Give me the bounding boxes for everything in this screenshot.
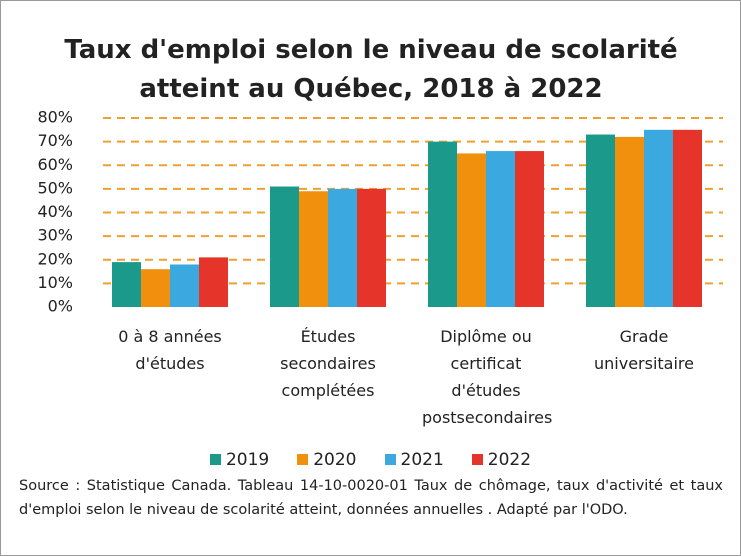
bar [328,188,357,307]
bar [457,153,486,307]
y-tick-label: 70% [37,131,73,150]
legend-label: 2019 [225,450,270,470]
source-note: Source : Statistique Canada. Tableau 14-… [19,478,723,518]
y-tick-label: 80% [37,108,73,127]
y-tick-label: 0% [48,297,73,316]
bar [199,257,228,307]
bar [515,151,544,307]
legend-label: 2021 [400,450,444,470]
bar [299,191,328,307]
bar [270,186,299,307]
legend-label: 2020 [313,450,357,470]
x-tick-label: Études secondaires complétées [280,327,376,400]
bar [170,264,199,307]
bar [615,136,644,307]
y-tick-label: 10% [37,273,73,292]
y-tick-label: 60% [37,155,73,174]
bar [357,188,386,307]
bar [586,134,615,307]
x-tick-label: 0 à 8 années d'études [118,327,222,373]
legend-swatch [209,454,221,465]
x-tick-label: Grade universitaire [594,327,694,373]
legend: 2019 2020 2021 2022 [1,450,740,470]
bar [673,129,702,307]
bar [112,262,141,307]
bar [141,269,170,307]
legend-label: 2022 [487,450,532,470]
y-tick-label: 50% [37,178,73,197]
x-tick-label: Diplôme ou certificat d'études postsecon… [422,327,553,427]
legend-swatch [471,454,483,465]
legend-item: 2019 [209,450,270,470]
bar [644,129,673,307]
chart-title: Taux d'emploi selon le niveau de scolari… [64,35,678,104]
bar [428,141,457,307]
y-tick-label: 40% [37,202,73,221]
legend-item: 2022 [471,450,532,470]
legend-swatch [384,454,396,465]
legend-swatch [297,454,309,465]
y-tick-label: 30% [37,226,73,245]
bar [486,151,515,307]
legend-item: 2020 [297,450,357,470]
legend-item: 2021 [384,450,444,470]
y-tick-label: 20% [37,249,73,268]
